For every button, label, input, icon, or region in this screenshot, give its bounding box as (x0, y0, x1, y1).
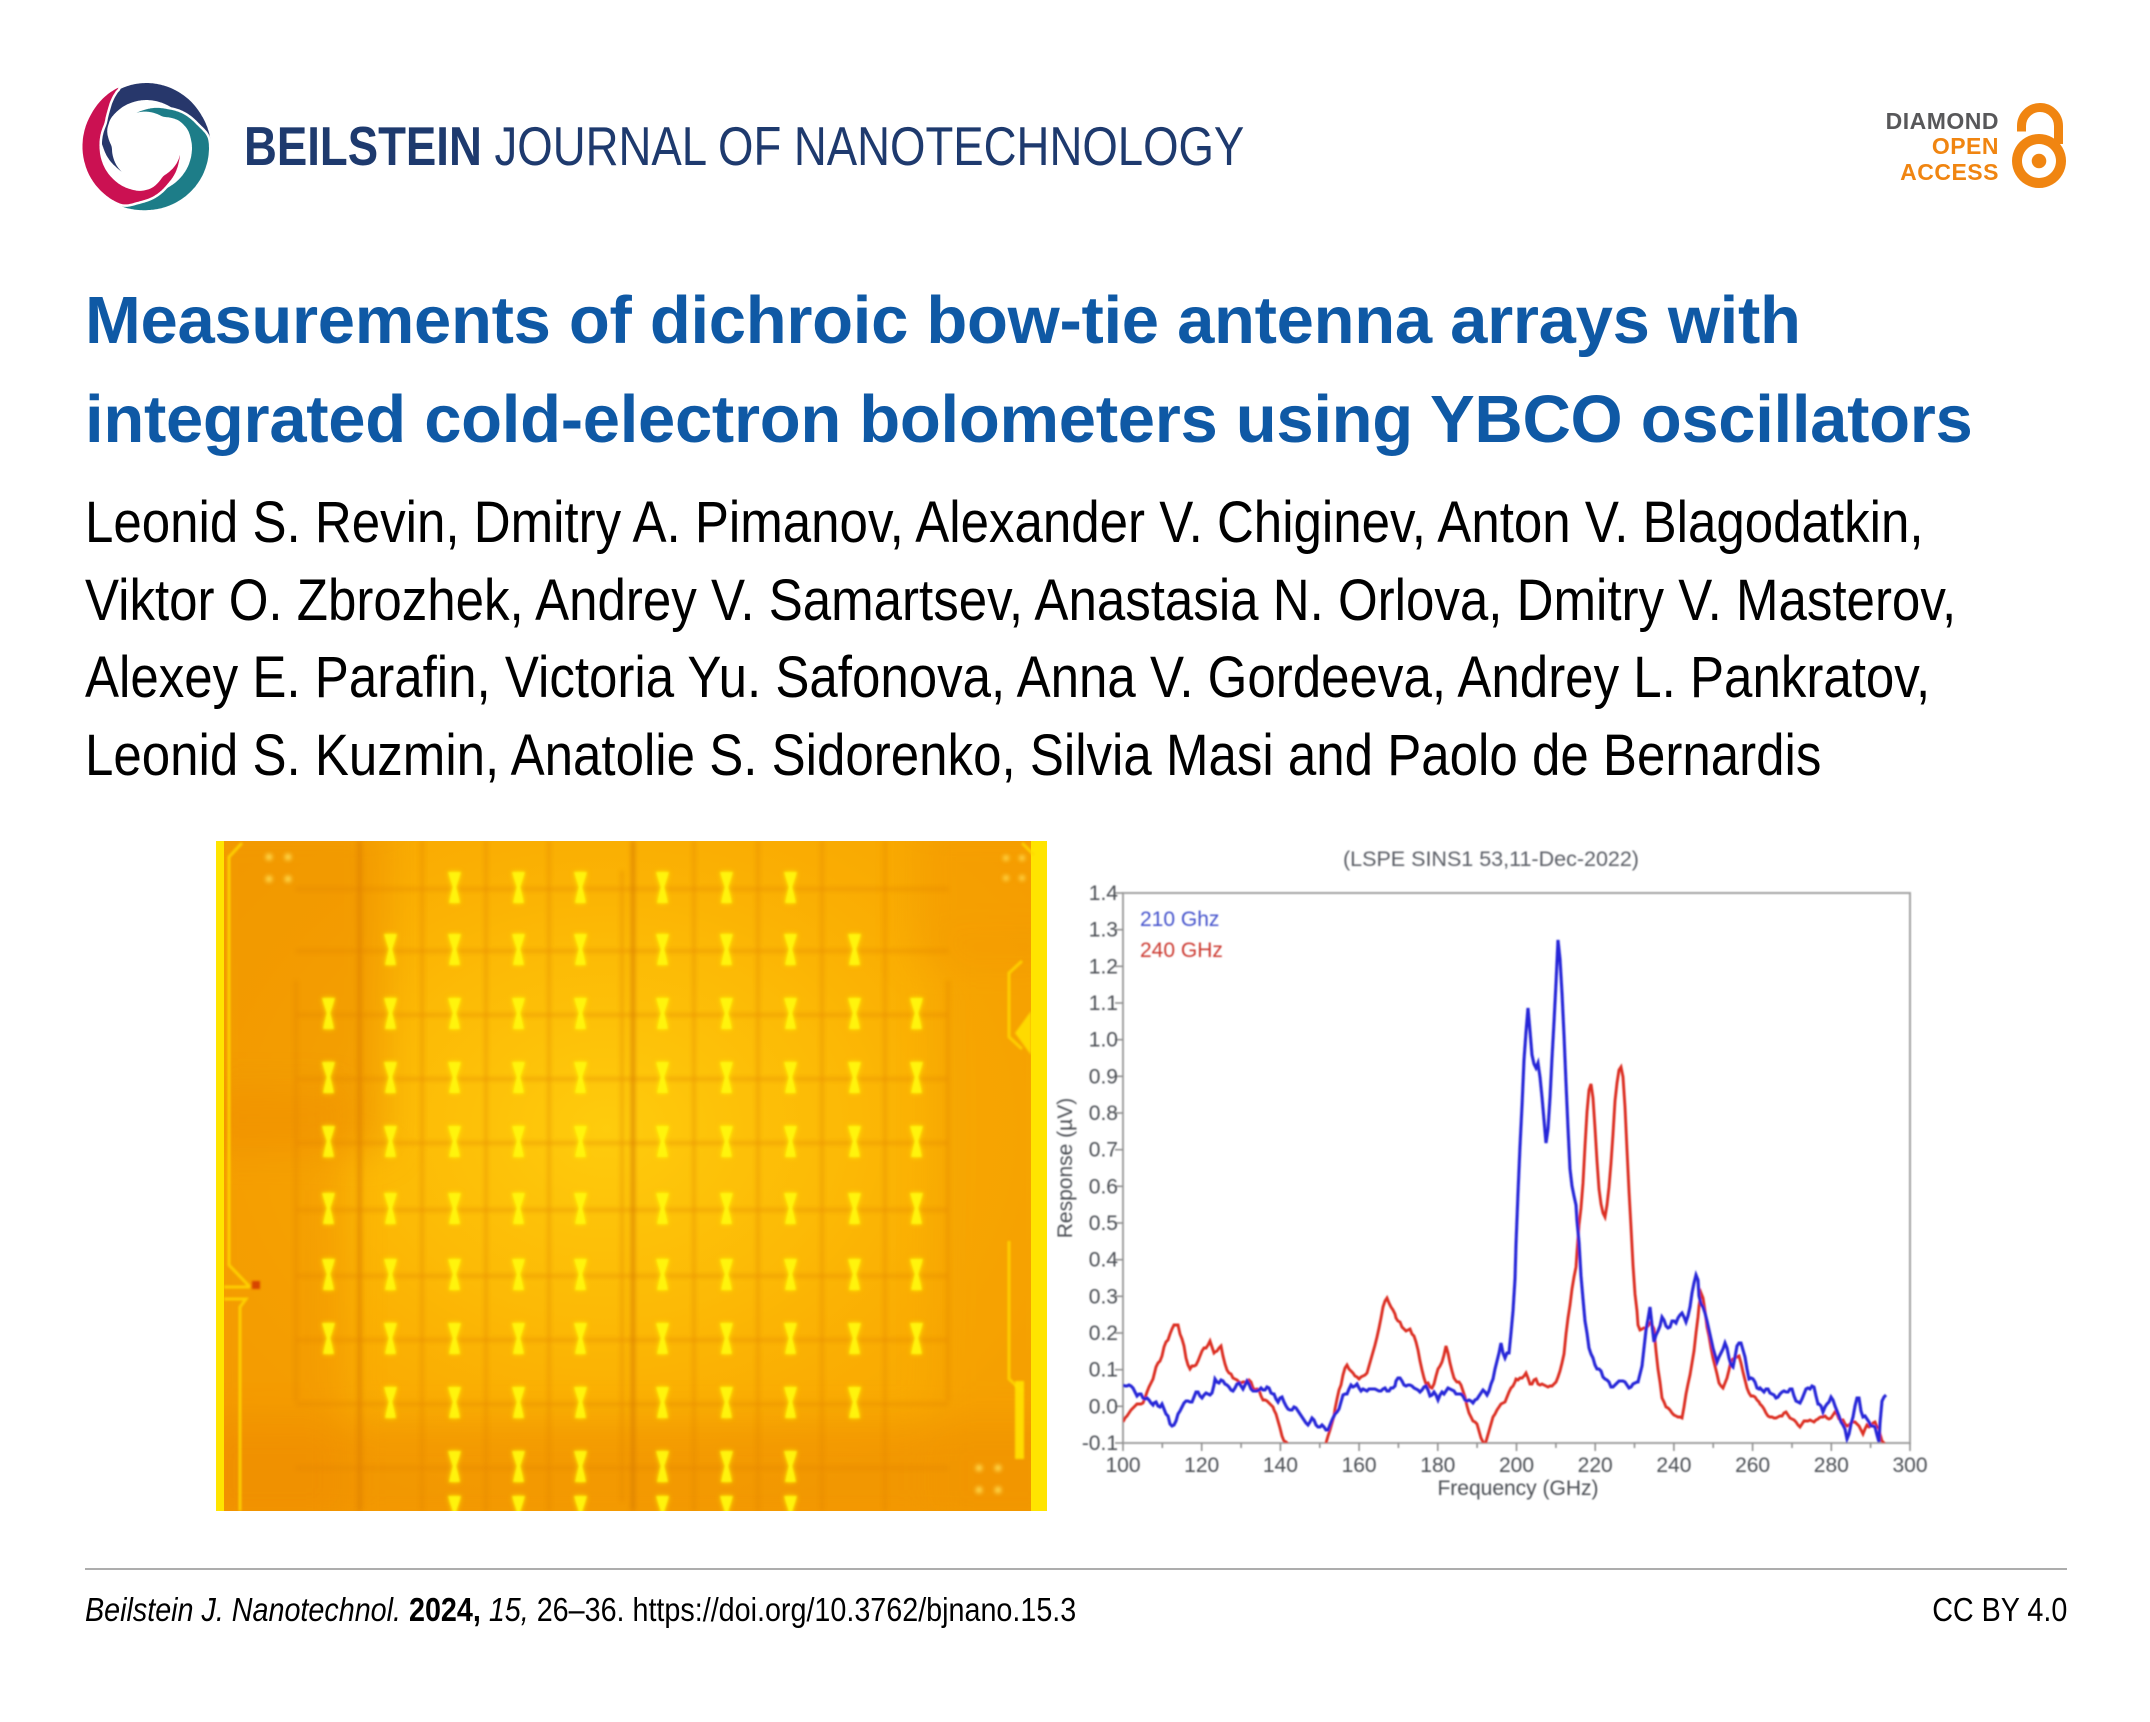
svg-text:0.6: 0.6 (1089, 1175, 1118, 1198)
svg-text:160: 160 (1342, 1454, 1377, 1477)
svg-text:140: 140 (1263, 1454, 1298, 1477)
svg-text:Frequency (GHz): Frequency (GHz) (1437, 1477, 1598, 1500)
svg-text:0.3: 0.3 (1089, 1285, 1118, 1308)
svg-text:1.1: 1.1 (1089, 992, 1118, 1015)
svg-text:220: 220 (1578, 1454, 1613, 1477)
svg-text:280: 280 (1814, 1454, 1849, 1477)
svg-text:Response (µV): Response (µV) (1054, 1098, 1077, 1239)
svg-text:0.4: 0.4 (1089, 1249, 1119, 1272)
svg-text:0.9: 0.9 (1089, 1065, 1118, 1088)
svg-text:0.1: 0.1 (1089, 1359, 1118, 1382)
svg-text:0.8: 0.8 (1089, 1102, 1118, 1125)
svg-text:100: 100 (1105, 1454, 1140, 1477)
svg-text:240: 240 (1656, 1454, 1691, 1477)
svg-text:1.0: 1.0 (1089, 1029, 1118, 1052)
svg-text:240 GHz: 240 GHz (1140, 939, 1223, 962)
svg-text:0.0: 0.0 (1089, 1395, 1118, 1418)
svg-text:0.5: 0.5 (1089, 1212, 1118, 1235)
svg-text:(LSPE SINS1 53,11-Dec-2022): (LSPE SINS1 53,11-Dec-2022) (1343, 847, 1639, 871)
svg-text:180: 180 (1420, 1454, 1455, 1477)
svg-text:120: 120 (1184, 1454, 1219, 1477)
svg-text:1.4: 1.4 (1089, 882, 1119, 905)
svg-text:260: 260 (1735, 1454, 1770, 1477)
svg-text:1.3: 1.3 (1089, 919, 1118, 942)
svg-text:300: 300 (1892, 1454, 1927, 1477)
svg-text:0.2: 0.2 (1089, 1322, 1118, 1345)
svg-text:1.2: 1.2 (1089, 955, 1118, 978)
svg-text:-0.1: -0.1 (1082, 1432, 1118, 1455)
svg-text:200: 200 (1499, 1454, 1534, 1477)
svg-text:0.7: 0.7 (1089, 1139, 1118, 1162)
svg-text:210 Ghz: 210 Ghz (1140, 908, 1219, 931)
